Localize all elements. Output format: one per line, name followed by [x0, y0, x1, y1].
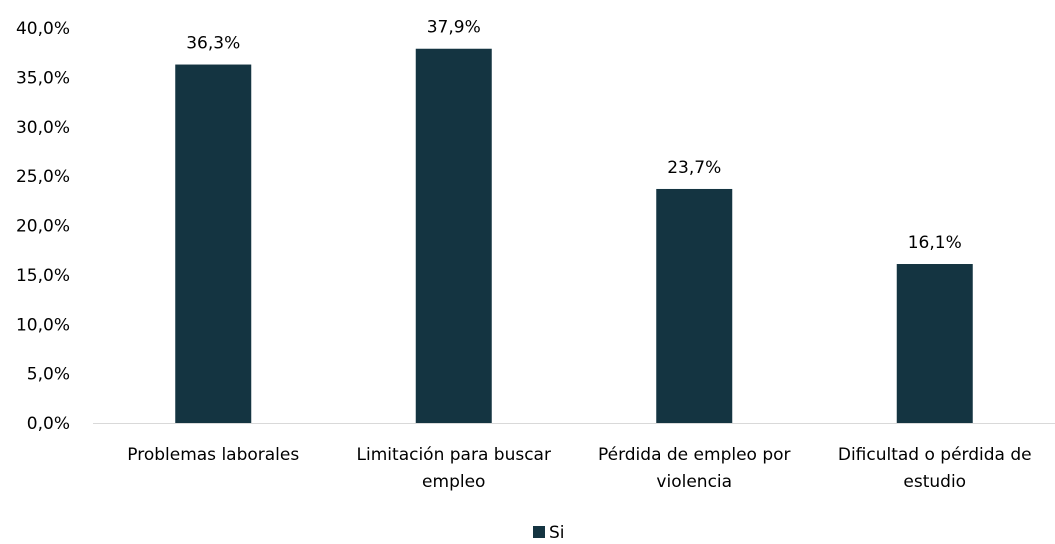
bar	[415, 48, 492, 424]
category-label: Limitación para buscar empleo	[357, 445, 551, 492]
bar	[656, 188, 733, 423]
y-tick-label: 40,0%	[16, 19, 70, 39]
category-label-line: Dificultad o pérdida de	[838, 445, 1032, 465]
category-label-line: estudio	[903, 472, 966, 492]
bar	[175, 64, 252, 423]
bars	[175, 48, 973, 424]
legend-swatch	[533, 526, 545, 538]
data-label: 23,7%	[667, 158, 721, 178]
category-label: Pérdida de empleo por violencia	[598, 445, 791, 492]
data-label: 37,9%	[427, 18, 481, 38]
y-tick-label: 30,0%	[16, 118, 70, 138]
bar	[896, 264, 973, 423]
category-labels: Problemas laborales Limitación para busca…	[127, 445, 1031, 492]
category-label: Problemas laborales	[127, 445, 299, 465]
y-tick-label: 25,0%	[16, 167, 70, 187]
y-tick-label: 0,0%	[27, 414, 70, 434]
category-label-line: empleo	[422, 472, 485, 492]
data-label: 36,3%	[186, 34, 240, 54]
y-tick-label: 5,0%	[27, 365, 70, 385]
y-tick-label: 20,0%	[16, 217, 70, 237]
y-axis-tick-labels: 0,0% 5,0% 10,0% 15,0% 20,0% 25,0% 30,0% 35,0% 40…	[16, 19, 70, 434]
data-label: 16,1%	[908, 233, 962, 253]
y-tick-label: 15,0%	[16, 266, 70, 286]
category-label-line: Pérdida de empleo por	[598, 445, 791, 465]
category-label-line: Limitación para buscar	[357, 445, 551, 465]
category-label-line: violencia	[656, 472, 732, 492]
y-tick-label: 10,0%	[16, 315, 70, 335]
legend-label-si: Si	[549, 523, 565, 543]
category-label-line: Problemas laborales	[127, 445, 299, 465]
category-label: Dificultad o pérdida de estudio	[838, 445, 1032, 492]
legend: Si	[533, 523, 565, 543]
y-tick-label: 35,0%	[16, 68, 70, 88]
data-labels: 36,3% 37,9% 23,7% 16,1%	[186, 18, 962, 253]
